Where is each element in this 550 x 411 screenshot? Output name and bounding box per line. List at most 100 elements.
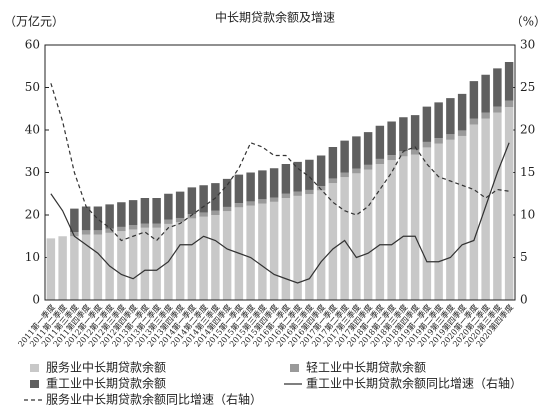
legend-label: 轻工业中长期贷款余额 xyxy=(306,360,426,375)
legend-swatch xyxy=(30,364,39,372)
bar-segment xyxy=(152,223,161,228)
y-axis-label: （万亿元） xyxy=(4,14,64,29)
bar-segment xyxy=(164,193,173,220)
bar-segment xyxy=(469,118,479,125)
bar-segment xyxy=(175,222,185,300)
bar-segment xyxy=(410,154,420,300)
bar-segment xyxy=(504,100,514,108)
legend-label: 重工业中长期贷款余额同比增速（右轴） xyxy=(306,376,522,391)
line-series xyxy=(50,83,510,242)
bar-segment xyxy=(187,214,197,219)
bar-segment xyxy=(234,174,244,204)
bar-segment xyxy=(199,185,208,213)
bar-segment xyxy=(117,231,126,300)
bar-segment xyxy=(363,169,373,300)
bar-segment xyxy=(222,178,232,207)
bar-segment xyxy=(117,226,126,232)
bar-segment xyxy=(81,234,91,300)
y-tick-label: 10 xyxy=(25,250,40,264)
bar-segment xyxy=(504,62,514,101)
bar-segment xyxy=(246,205,255,300)
bar-segment xyxy=(305,159,314,190)
bar-segment xyxy=(422,141,432,148)
legend-label: 重工业中长期贷款余额 xyxy=(46,376,166,391)
bar-segment xyxy=(457,135,467,300)
plot-frame xyxy=(44,44,516,301)
bar-segment xyxy=(140,223,150,228)
bar-segment xyxy=(446,98,455,135)
y-tick-label: 0 xyxy=(32,293,40,307)
bar-segment xyxy=(128,225,138,230)
chart-title: 中长期贷款余额及增速 xyxy=(215,10,335,25)
bar-segment xyxy=(316,186,326,191)
y-tick-label: 50 xyxy=(25,80,40,94)
bar-segment xyxy=(504,107,514,300)
bar-segment xyxy=(493,112,502,300)
y2-tick-label: 30 xyxy=(520,38,535,52)
bar-segment xyxy=(481,112,490,119)
y2-tick-label: 0 xyxy=(520,293,528,307)
bar-segment xyxy=(446,134,455,140)
bar-segment xyxy=(457,130,467,136)
bar-segment xyxy=(422,106,432,142)
bar-segment xyxy=(281,198,291,300)
bar-segment xyxy=(399,151,408,157)
bar-segment xyxy=(175,191,185,218)
bar-segment xyxy=(481,74,490,113)
bar-segment xyxy=(305,189,314,195)
bar-segment xyxy=(199,212,208,217)
bar-segment xyxy=(93,234,103,300)
bar-segment xyxy=(410,115,420,150)
bar-segment xyxy=(187,187,197,215)
bar-segment xyxy=(469,81,479,119)
bar-segment xyxy=(316,155,326,187)
bar-segment xyxy=(469,124,479,300)
y2-tick-label: 25 xyxy=(520,80,535,94)
bar-segment xyxy=(93,206,103,231)
bar-segment xyxy=(293,191,302,196)
bar-segment xyxy=(175,217,185,223)
bar-segment xyxy=(481,118,490,301)
bar-segment xyxy=(211,183,220,211)
bar-segment xyxy=(269,201,279,300)
bar-segment xyxy=(152,198,161,224)
y2-tick-label: 15 xyxy=(520,165,535,179)
bar-segment xyxy=(363,164,373,170)
bar-segment xyxy=(222,206,232,212)
bar-segment xyxy=(81,206,91,231)
bar-segment xyxy=(316,190,326,300)
bar-segment xyxy=(140,227,150,300)
legend-label: 服务业中长期贷款余额同比增速（右轴） xyxy=(46,392,262,407)
bar-segment xyxy=(281,193,291,198)
bar-segment xyxy=(340,177,349,300)
bar-segment xyxy=(340,172,349,178)
bar-segment xyxy=(493,106,502,113)
bar-segment xyxy=(46,238,56,300)
bar-segment xyxy=(434,102,443,139)
bar-segment xyxy=(410,149,420,155)
bar-segment xyxy=(399,117,408,152)
bar-segment xyxy=(164,219,173,224)
bar-segment xyxy=(375,125,385,159)
legend-swatch xyxy=(30,380,39,388)
bar-segment xyxy=(211,210,220,215)
bar-segment xyxy=(222,211,232,300)
bar-segment xyxy=(281,164,291,194)
bar-segment xyxy=(422,147,432,300)
bar-segment xyxy=(117,202,126,227)
bar-segment xyxy=(352,136,361,169)
bar-segment xyxy=(328,178,338,184)
bar-segment xyxy=(375,158,385,164)
bar-segment xyxy=(258,170,267,200)
bar-segment xyxy=(352,173,361,300)
bar-segment xyxy=(152,227,161,300)
y2-tick-label: 20 xyxy=(520,123,535,137)
bar-segment xyxy=(105,228,114,233)
y-tick-label: 20 xyxy=(25,208,40,222)
bar-segment xyxy=(328,147,338,179)
bar-segment xyxy=(140,198,150,224)
bar-segment xyxy=(269,168,279,198)
bar-segment xyxy=(258,199,267,204)
bar-segment xyxy=(352,168,361,174)
